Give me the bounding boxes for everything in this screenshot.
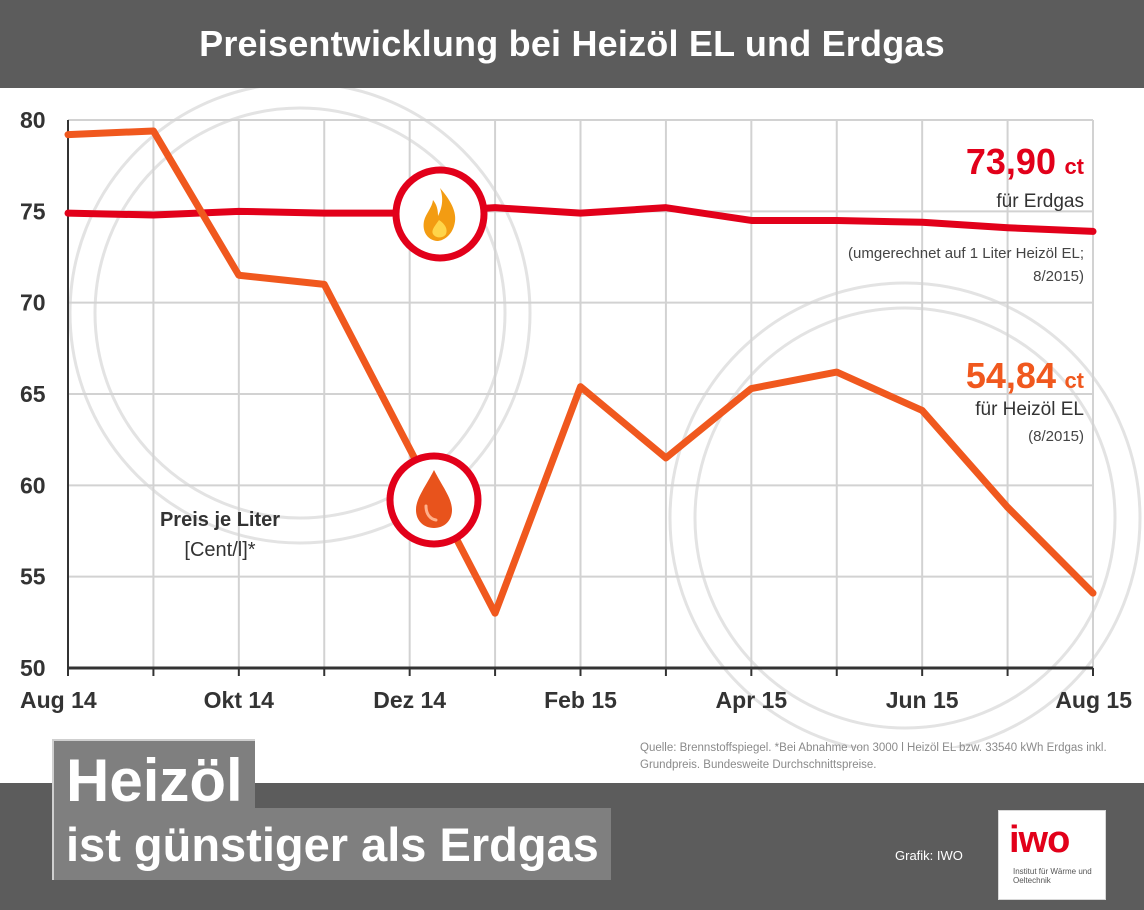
erdgas-annotation: 73,90 ct für Erdgas (umgerechnet auf 1 L…	[848, 141, 1085, 285]
x-tick-label: Okt 14	[204, 687, 275, 713]
svg-text:54,84 ct: 54,84 ct	[966, 355, 1085, 396]
x-tick-label: Dez 14	[373, 687, 446, 713]
heizoel-value: 54,84	[966, 355, 1056, 396]
logo-word: iwo	[1009, 819, 1070, 861]
x-tick-label: Feb 15	[544, 687, 617, 713]
erdgas-note-1: (umgerechnet auf 1 Liter Heizöl EL;	[848, 245, 1084, 262]
erdgas-label: für Erdgas	[996, 191, 1084, 212]
source-note: Quelle: Brennstoffspiegel. *Bei Abnahme …	[640, 742, 1107, 771]
y-axis-label-line1: Preis je Liter	[160, 509, 280, 531]
x-tick-label: Aug 15	[1055, 687, 1132, 713]
headline-line-1: Heizöl	[52, 739, 255, 821]
y-axis-ticks: 50 55 60 65 70 75 80	[20, 107, 46, 681]
flame-icon	[392, 166, 488, 262]
y-tick-label: 80	[20, 107, 46, 133]
page-title: Preisentwicklung bei Heizöl EL und Erdga…	[199, 23, 945, 64]
headline-line-2: ist günstiger als Erdgas	[52, 808, 611, 880]
credit-text: Grafik: IWO	[895, 848, 963, 863]
y-tick-label: 55	[20, 564, 46, 590]
heizoel-note: (8/2015)	[1028, 428, 1084, 445]
erdgas-note-2: 8/2015)	[1033, 268, 1084, 285]
iwo-logo: iwo Institut für Wärme und Oeltechnik	[998, 810, 1106, 900]
svg-text:73,90 ct: 73,90 ct	[966, 141, 1085, 182]
logo-subtitle: Institut für Wärme und Oeltechnik	[1013, 867, 1092, 885]
series-lines	[64, 127, 1097, 617]
y-tick-label: 65	[20, 381, 46, 407]
oil-drop-icon	[386, 452, 482, 548]
erdgas-value: 73,90	[966, 141, 1056, 182]
y-tick-label: 50	[20, 655, 46, 681]
heizoel-label: für Heizöl EL	[975, 399, 1084, 420]
x-axis-ticks: Aug 14 Okt 14 Dez 14 Feb 15 Apr 15 Jun 15 Aug …	[20, 668, 1132, 713]
y-tick-label: 70	[20, 290, 46, 316]
x-tick-label: Jun 15	[886, 687, 959, 713]
y-tick-label: 75	[20, 198, 46, 224]
y-tick-label: 60	[20, 472, 46, 498]
coin-watermark	[68, 88, 1142, 748]
y-axis-label-line2: [Cent/l]*	[184, 539, 255, 561]
header-bar: Preisentwicklung bei Heizöl EL und Erdga…	[0, 0, 1144, 88]
x-tick-label: Aug 14	[20, 687, 97, 713]
x-tick-label: Apr 15	[716, 687, 788, 713]
heizoel-unit: ct	[1064, 368, 1084, 393]
erdgas-unit: ct	[1064, 154, 1084, 179]
heizoel-annotation: 54,84 ct für Heizöl EL (8/2015)	[966, 355, 1085, 445]
